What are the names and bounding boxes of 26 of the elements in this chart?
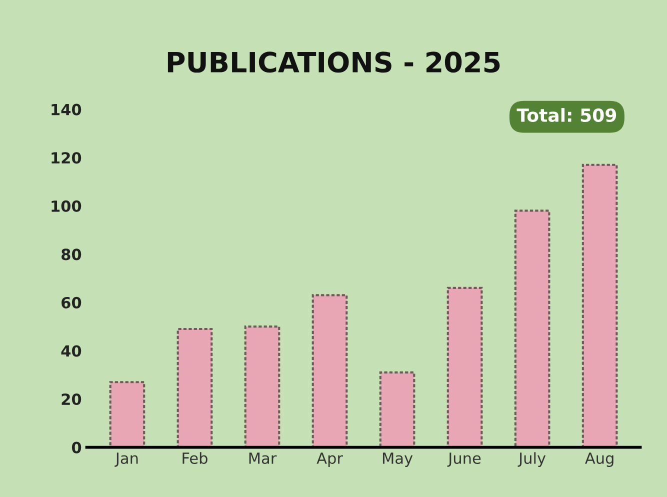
bar xyxy=(312,294,348,448)
bar xyxy=(379,371,416,448)
y-tick-label: 60 xyxy=(62,296,82,308)
y-tick-label: 120 xyxy=(52,152,82,164)
y-tick-label: 40 xyxy=(61,345,82,357)
x-tick-label: Feb xyxy=(182,452,208,464)
y-tick-label: 20 xyxy=(62,393,82,406)
y-tick-label: 100 xyxy=(52,200,82,212)
x-tick-label: Mar xyxy=(249,452,277,464)
x-tick-label: June xyxy=(447,452,481,467)
x-tick-label: July xyxy=(518,452,546,467)
y-tick-label: 140 xyxy=(52,104,82,116)
bar xyxy=(244,326,280,448)
x-tick-label: Apr xyxy=(316,452,343,467)
chart-title: PUBLICATIONS - 2025 xyxy=(168,52,500,73)
x-tick-label: Jan xyxy=(114,452,138,467)
x-tick-label: Aug xyxy=(585,452,614,467)
y-tick-label: 0 xyxy=(72,442,82,454)
annotation: Total: 509 xyxy=(516,108,616,122)
y-tick-label: 80 xyxy=(62,248,82,260)
bar xyxy=(446,286,483,448)
bar xyxy=(514,210,550,448)
bar xyxy=(109,381,146,448)
bar xyxy=(582,164,618,448)
x-tick-label: May xyxy=(382,452,413,467)
bar xyxy=(176,328,213,448)
